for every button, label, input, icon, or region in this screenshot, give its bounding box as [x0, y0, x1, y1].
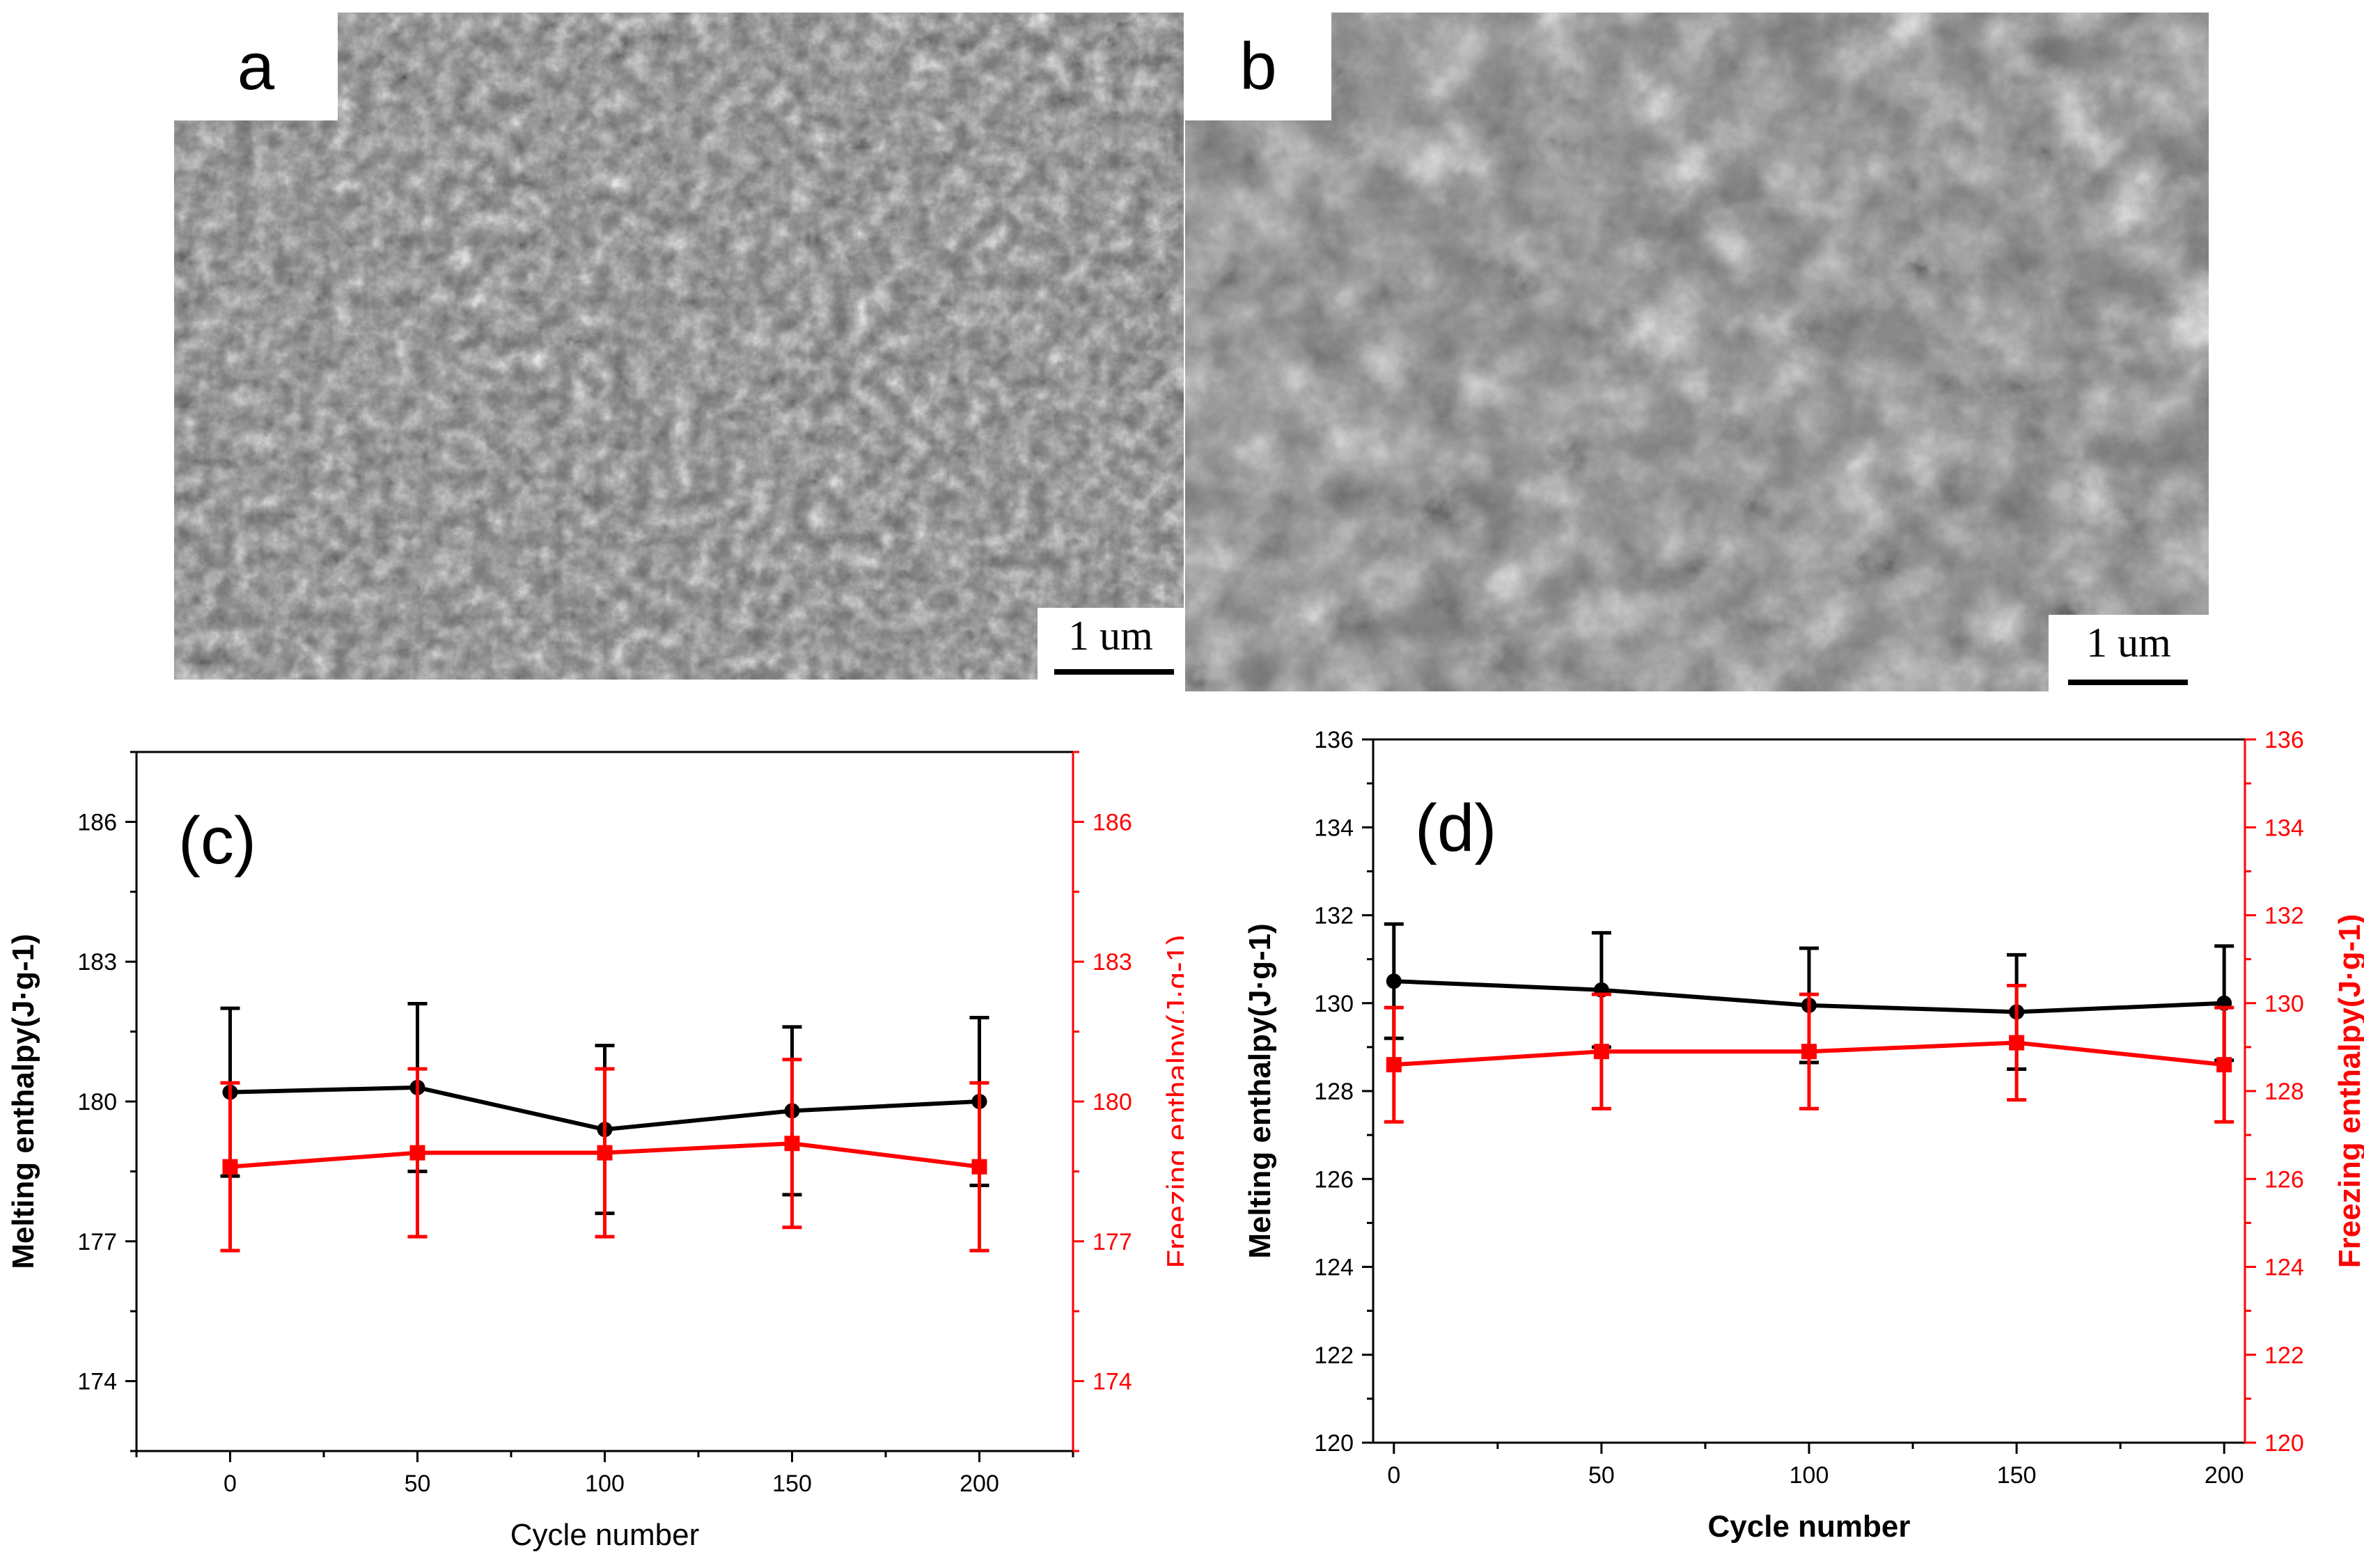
y-left-tick-label: 132 [1314, 903, 1354, 930]
y-right-tick-label: 186 [1093, 809, 1132, 836]
data-point-freezing [1801, 1044, 1817, 1060]
y-axis-label-left: Melting enthalpy(J·g-1) [1243, 923, 1277, 1259]
data-point-freezing [1386, 1057, 1402, 1073]
x-axis-label: Cycle number [1708, 1510, 1911, 1544]
x-tick-label: 0 [224, 1471, 237, 1497]
y-left-tick-label: 128 [1314, 1079, 1354, 1105]
scale-box-a: 1 um [1038, 608, 1184, 680]
data-point-freezing [597, 1145, 613, 1161]
y-right-tick-label: 126 [2264, 1166, 2304, 1193]
data-point-freezing [784, 1136, 800, 1152]
y-left-tick-label: 130 [1314, 991, 1354, 1017]
y-left-tick-label: 174 [77, 1369, 117, 1395]
data-point-freezing [2009, 1035, 2025, 1051]
y-right-tick-label: 177 [1093, 1229, 1132, 1255]
y-left-tick-label: 177 [77, 1229, 117, 1255]
y-right-tick-label: 128 [2264, 1079, 2304, 1105]
chart-d: 0 50 100 150 200 120 120 122 122 124 124 126 126 128 1… [1243, 727, 2364, 1544]
y-left-tick-label: 183 [77, 949, 117, 975]
y-right-tick-label: 136 [2264, 727, 2304, 753]
data-point-freezing [1593, 1044, 1609, 1060]
y-left-tick-label: 124 [1314, 1255, 1354, 1281]
data-point-freezing [2216, 1057, 2232, 1073]
x-axis-label: Cycle number [510, 1518, 699, 1552]
x-tick-label: 150 [772, 1471, 812, 1497]
y-axis-label-right: Freezing enthalpy(J·g-1) [1161, 934, 1184, 1268]
y-left-tick-label: 180 [77, 1089, 117, 1115]
sem-texture-b [1185, 13, 2209, 691]
y-left-tick-label: 126 [1314, 1166, 1354, 1193]
panel-label-a: a [174, 13, 338, 120]
y-left-tick-label: 186 [77, 809, 117, 836]
y-axis-label-right: Freezing enthalpy(J·g-1) [2333, 914, 2364, 1269]
panel-label-c: (c) [178, 803, 256, 878]
chart-c: 0 50 100 150 200 174 174 177 177 180 180 183 183 186 1… [6, 751, 1184, 1552]
x-tick-label: 0 [1387, 1462, 1400, 1489]
scale-box-b: 1 um [2049, 615, 2209, 691]
scale-bar-b [2068, 680, 2188, 685]
x-tick-label: 150 [1997, 1462, 2037, 1489]
y-right-tick-label: 174 [1093, 1369, 1132, 1395]
y-right-tick-label: 120 [2264, 1430, 2304, 1457]
panel-label-b: b [1185, 13, 1331, 120]
y-right-tick-label: 124 [2264, 1255, 2304, 1281]
y-right-tick-label: 134 [2264, 815, 2304, 841]
y-left-tick-label: 120 [1314, 1430, 1354, 1457]
y-right-tick-label: 122 [2264, 1342, 2304, 1369]
data-point-melting [1386, 973, 1402, 989]
data-point-freezing [222, 1159, 238, 1175]
sem-image-b: 1 um [1185, 13, 2209, 691]
sem-image-a: 1 um [174, 13, 1184, 680]
data-point-freezing [409, 1145, 425, 1161]
x-tick-label: 100 [585, 1471, 625, 1497]
y-left-tick-label: 136 [1314, 727, 1354, 753]
scale-bar-a [1054, 669, 1174, 675]
y-left-tick-label: 122 [1314, 1342, 1354, 1369]
y-right-tick-label: 183 [1093, 949, 1132, 975]
y-axis-label-left: Melting enthalpy(J·g-1) [6, 934, 40, 1269]
x-tick-label: 100 [1790, 1462, 1829, 1489]
x-tick-label: 50 [1588, 1462, 1615, 1489]
data-point-freezing [971, 1159, 987, 1175]
panel-label-d: (d) [1415, 791, 1496, 865]
sem-texture-a [174, 13, 1184, 680]
x-tick-label: 50 [405, 1471, 431, 1497]
y-right-tick-label: 130 [2264, 991, 2304, 1017]
scale-text-b: 1 um [2086, 620, 2171, 666]
y-right-tick-label: 180 [1093, 1089, 1132, 1115]
scale-text-a: 1 um [1068, 613, 1153, 659]
x-tick-label: 200 [2205, 1462, 2244, 1489]
y-right-tick-label: 132 [2264, 903, 2304, 930]
x-tick-label: 200 [960, 1471, 999, 1497]
y-left-tick-label: 134 [1314, 815, 1354, 841]
